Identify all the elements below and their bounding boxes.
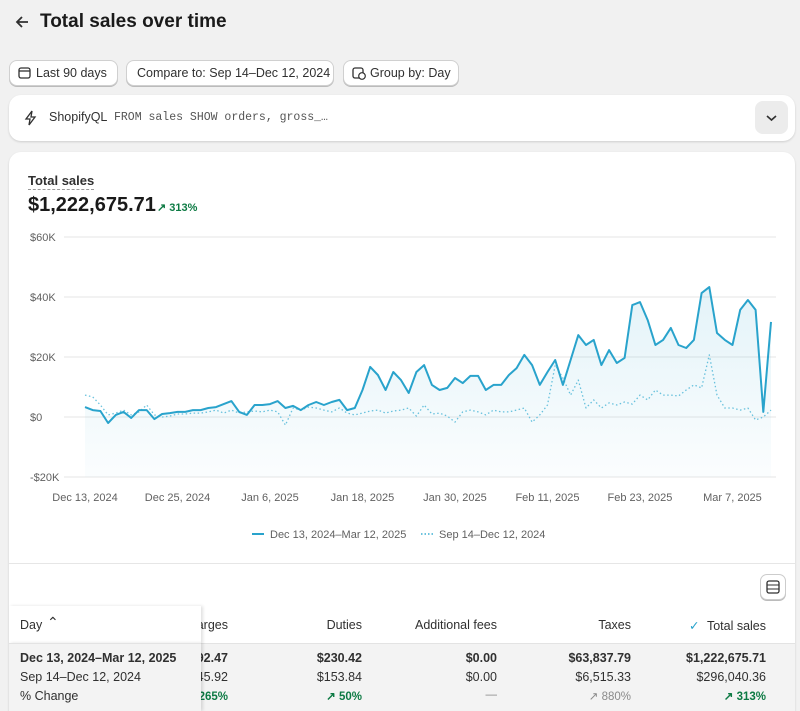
trend-arrow: ↗	[588, 691, 602, 703]
compare-button[interactable]: Compare to: Sep 14–Dec 12, 2024	[126, 60, 334, 86]
table-cell: —	[485, 689, 498, 701]
row-label: % Change	[20, 689, 79, 703]
button-label: Group by: Day	[370, 66, 451, 80]
divider	[9, 563, 795, 564]
query-text: FROM sales SHOW orders, gross_…	[114, 111, 328, 124]
button-label: Last 90 days	[36, 66, 107, 80]
row-label: Dec 13, 2024–Mar 12, 2025	[20, 651, 177, 665]
button-label: Compare to: Sep 14–Dec 12, 2024	[137, 66, 331, 80]
table-cell: ↗ 880%	[588, 691, 631, 703]
column-header: ✓ Total sales	[688, 619, 766, 633]
table-cell: $0.00	[465, 651, 497, 665]
table-cell: 92.47	[196, 651, 228, 665]
x-tick-label: Jan 6, 2025	[241, 492, 299, 504]
group-by-button[interactable]: Group by: Day	[343, 60, 459, 86]
trend-arrow: ↗	[326, 691, 339, 703]
column-header: arges	[196, 618, 228, 632]
x-tick-label: Feb 11, 2025	[515, 492, 579, 504]
column-header: Duties	[326, 618, 362, 632]
table-cell: $230.42	[316, 651, 362, 665]
x-tick-label: Jan 18, 2025	[331, 492, 395, 504]
metric-title: Total sales	[28, 173, 95, 190]
back-arrow[interactable]	[14, 14, 30, 30]
y-tick-label: $40K	[30, 292, 56, 304]
table-cell: $153.84	[316, 670, 362, 684]
legend-label: Dec 13, 2024–Mar 12, 2025	[270, 529, 406, 541]
metric-total: $1,222,675.71	[28, 194, 156, 216]
table-cell: $1,222,675.71	[686, 651, 766, 665]
x-tick-label: Mar 7, 2025	[703, 492, 762, 504]
chart: -$20K $0 $20K $40K $60K Dec 13, 2024 Dec 25, 2…	[30, 232, 776, 541]
query-label: ShopifyQL	[49, 110, 108, 124]
table-cell: ↗ 313%	[723, 691, 766, 703]
sticky-column	[9, 643, 201, 711]
column-header: Additional fees	[414, 618, 497, 632]
area-fill	[85, 287, 771, 477]
y-tick-label: -$20K	[30, 472, 60, 484]
x-tick-label: Dec 25, 2024	[145, 492, 210, 504]
table-cell: $0.00	[465, 670, 497, 684]
x-tick-label: Feb 23, 2025	[608, 492, 673, 504]
y-tick-label: $20K	[30, 352, 56, 364]
date-range-button[interactable]: Last 90 days	[9, 60, 118, 86]
expand-button[interactable]	[755, 101, 788, 134]
table-cell: 45.92	[196, 670, 228, 684]
metric-change: ↗ 313%	[157, 202, 198, 214]
row-label: Sep 14–Dec 12, 2024	[20, 670, 141, 684]
trend-arrow: ↗	[723, 691, 737, 703]
sticky-header	[9, 606, 201, 643]
table-cell: $63,837.79	[568, 651, 631, 665]
table-cell: $296,040.36	[696, 670, 766, 684]
x-tick-label: Jan 30, 2025	[423, 492, 487, 504]
column-header: Day	[20, 618, 43, 632]
series-line	[84, 286, 772, 424]
column-header: Taxes	[598, 618, 631, 632]
query-icon	[24, 110, 37, 126]
y-tick-label: $60K	[30, 232, 56, 244]
columns-button[interactable]	[760, 574, 786, 600]
query-bar[interactable]: ShopifyQL FROM sales SHOW orders, gross_…	[9, 95, 795, 141]
sort-check: ✓	[688, 619, 703, 633]
sort-icon: ⌃	[47, 614, 59, 630]
page-title: Total sales over time	[40, 11, 227, 32]
table-cell: $6,515.33	[575, 670, 631, 684]
table-cell: ↗ 50%	[326, 691, 362, 703]
y-tick-label: $0	[30, 412, 42, 424]
legend-label: Sep 14–Dec 12, 2024	[439, 529, 545, 541]
change-value: 313%	[169, 202, 198, 214]
x-tick-label: Dec 13, 2024	[52, 492, 117, 504]
